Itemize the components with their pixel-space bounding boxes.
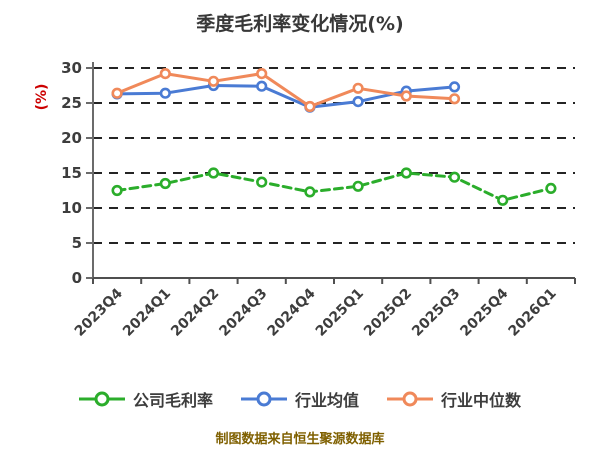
data-point-1-2025Q3 xyxy=(448,81,461,93)
data-point-0-2025Q4 xyxy=(497,194,509,206)
y-tick-label-0: 0 xyxy=(72,269,82,287)
x-tick-label-2026Q1: 2026Q1 xyxy=(506,286,560,340)
data-point-2-2023Q4 xyxy=(111,87,123,99)
legend-marker-icon xyxy=(387,391,433,407)
data-point-0-2024Q3 xyxy=(256,176,268,188)
data-point-0-2024Q1 xyxy=(159,177,171,190)
y-tick-label-5: 5 xyxy=(72,234,82,252)
x-tick-label-2024Q3: 2024Q3 xyxy=(216,286,270,340)
legend-label: 行业中位数 xyxy=(441,391,522,410)
legend-marker-icon xyxy=(240,391,287,407)
x-tick-label-2023Q4: 2023Q4 xyxy=(72,285,126,339)
y-tick-label-25: 25 xyxy=(61,94,82,112)
legend-label: 行业均值 xyxy=(294,391,359,410)
y-tick-label-30: 30 xyxy=(61,59,82,77)
data-point-0-2025Q2 xyxy=(400,167,412,179)
data-point-0-2024Q4 xyxy=(304,186,316,198)
data-point-1-2025Q1 xyxy=(352,95,364,108)
data-point-0-2025Q1 xyxy=(352,180,364,192)
data-point-2-2025Q1 xyxy=(352,82,364,94)
y-tick-label-10: 10 xyxy=(61,199,82,217)
data-point-2-2024Q3 xyxy=(256,67,268,80)
data-point-2-2025Q3 xyxy=(448,93,461,105)
x-tick-label-2024Q1: 2024Q1 xyxy=(120,286,174,340)
y-tick-label-20: 20 xyxy=(61,129,82,147)
data-point-0-2026Q1 xyxy=(545,182,557,194)
x-tick-label-2025Q1: 2025Q1 xyxy=(313,286,367,340)
series-line-1 xyxy=(115,84,456,109)
legend-label: 公司毛利率 xyxy=(132,391,213,410)
data-point-0-2025Q3 xyxy=(448,171,461,183)
legend-marker-icon xyxy=(78,391,125,407)
x-tick-label-2025Q3: 2025Q3 xyxy=(409,286,463,340)
legend-item-1[interactable]: 行业均值 xyxy=(240,387,359,411)
legend-item-0[interactable]: 公司毛利率 xyxy=(78,387,213,411)
chart-title: 季度毛利率变化情况(%) xyxy=(196,12,403,35)
x-tick-label-2025Q2: 2025Q2 xyxy=(361,286,415,340)
source-note: 制图数据来自恒生聚源数据库 xyxy=(215,432,385,447)
x-tick-label-2025Q4: 2025Q4 xyxy=(457,285,511,339)
y-tick-label-15: 15 xyxy=(61,164,82,182)
data-point-2-2024Q4 xyxy=(304,100,316,113)
legend-item-2[interactable]: 行业中位数 xyxy=(387,387,521,411)
data-point-1-2024Q1 xyxy=(159,87,171,99)
data-point-1-2024Q3 xyxy=(256,80,268,92)
series-line-0 xyxy=(115,171,553,202)
series-line-2 xyxy=(115,72,456,108)
data-point-0-2023Q4 xyxy=(111,184,123,197)
data-point-2-2024Q1 xyxy=(159,67,171,80)
x-tick-label-2024Q4: 2024Q4 xyxy=(265,285,319,339)
data-point-2-2024Q2 xyxy=(207,75,220,87)
data-point-2-2025Q2 xyxy=(400,90,412,102)
legend: 公司毛利率 行业均值 行业中位数 xyxy=(0,384,600,414)
data-point-0-2024Q2 xyxy=(207,167,220,179)
x-tick-label-2024Q2: 2024Q2 xyxy=(168,286,222,340)
y-axis-unit-label: (%) xyxy=(34,84,50,111)
